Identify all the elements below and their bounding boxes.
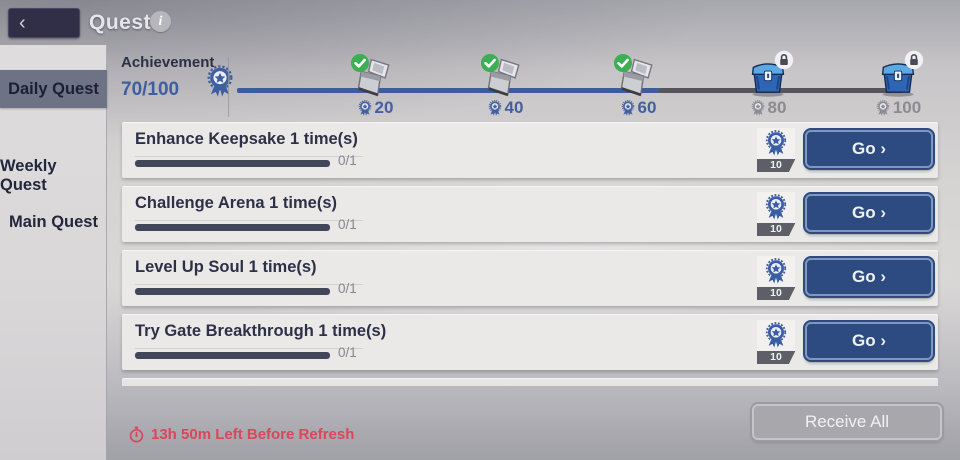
tab-main-quest[interactable]: Main Quest [9,212,98,231]
next-quest-row-peek[interactable] [122,378,938,386]
quest-row: Challenge Arena 1 time(s) 0/1 10 Go › [122,186,938,242]
tab-daily-quest[interactable]: Daily Quest [0,70,107,108]
divider [135,220,363,221]
achievement-medal-icon [204,65,236,97]
lock-icon [774,50,794,70]
quest-progress-text: 0/1 [338,281,357,296]
divider [135,284,363,285]
quest-title: Challenge Arena 1 time(s) [135,194,338,212]
reward-count: 10 [757,351,795,364]
quest-title: Enhance Keepsake 1 time(s) [135,130,358,148]
divider [135,156,363,157]
medal-reward-icon [763,194,789,220]
milestone-label: 100 [860,98,936,118]
back-chevron-icon: ‹ [19,12,26,34]
achievement-progress-value: 70/100 [121,79,180,100]
quest-progress-bar [135,224,330,231]
refresh-timer: 13h 50m Left Before Refresh [128,426,354,443]
quest-progress-text: 0/1 [338,217,357,232]
go-button[interactable]: Go › [805,258,933,296]
milestone-chest-60[interactable]: 60 [614,54,662,118]
milestone-chest-40[interactable]: 40 [481,54,529,118]
quest-title: Try Gate Breakthrough 1 time(s) [135,322,387,340]
refresh-timer-text: 13h 50m Left Before Refresh [151,426,355,443]
milestone-label: 40 [467,98,543,118]
quest-title: Level Up Soul 1 time(s) [135,258,317,276]
quest-progress-text: 0/1 [338,345,357,360]
reward-count: 10 [757,159,795,172]
reward-count: 10 [757,223,795,236]
milestone-chest-100[interactable]: 100 [874,54,922,118]
milestone-chest-20[interactable]: 20 [351,54,399,118]
lock-icon [904,50,924,70]
quest-row: Level Up Soul 1 time(s) 0/1 10 Go › [122,250,938,306]
check-icon [613,53,633,73]
quest-progress-text: 0/1 [338,153,357,168]
check-icon [480,53,500,73]
page-title: Quest [89,11,152,34]
quest-reward-tile: 10 [757,320,795,364]
quest-row: Try Gate Breakthrough 1 time(s) 0/1 10 G… [122,314,938,370]
info-icon[interactable]: i [150,11,171,32]
quest-tabs-sidebar: Daily Quest Weekly Quest Main Quest [0,45,107,460]
achievement-label: Achievement [121,54,215,71]
medal-reward-icon [763,322,789,348]
ribbon-badge-icon [620,100,636,116]
go-button[interactable]: Go › [805,194,933,232]
milestone-label: 60 [600,98,676,118]
check-icon [350,53,370,73]
ribbon-badge-icon [875,100,891,116]
divider [228,57,229,117]
milestone-label: 20 [337,98,413,118]
tab-weekly-quest[interactable]: Weekly Quest [0,157,57,194]
medal-reward-icon [763,130,789,156]
ribbon-badge-icon [357,100,373,116]
medal-reward-icon [763,258,789,284]
ribbon-badge-icon [750,100,766,116]
achievement-track-filled [237,88,660,93]
quest-reward-tile: 10 [757,192,795,236]
quest-progress-bar [135,352,330,359]
receive-all-button[interactable]: Receive All [752,404,942,440]
go-button[interactable]: Go › [805,322,933,360]
quest-progress-bar [135,160,330,167]
quest-row: Enhance Keepsake 1 time(s) 0/1 10 Go › [122,122,938,178]
milestone-label: 80 [730,98,806,118]
milestone-chest-80[interactable]: 80 [744,54,792,118]
quest-reward-tile: 10 [757,256,795,300]
ribbon-badge-icon [487,100,503,116]
quest-reward-tile: 10 [757,128,795,172]
quest-progress-bar [135,288,330,295]
reward-count: 10 [757,287,795,300]
divider [135,348,363,349]
back-button[interactable]: ‹ [8,8,80,38]
go-button[interactable]: Go › [805,130,933,168]
achievement-track-remaining [658,88,903,93]
stopwatch-icon [128,426,145,443]
